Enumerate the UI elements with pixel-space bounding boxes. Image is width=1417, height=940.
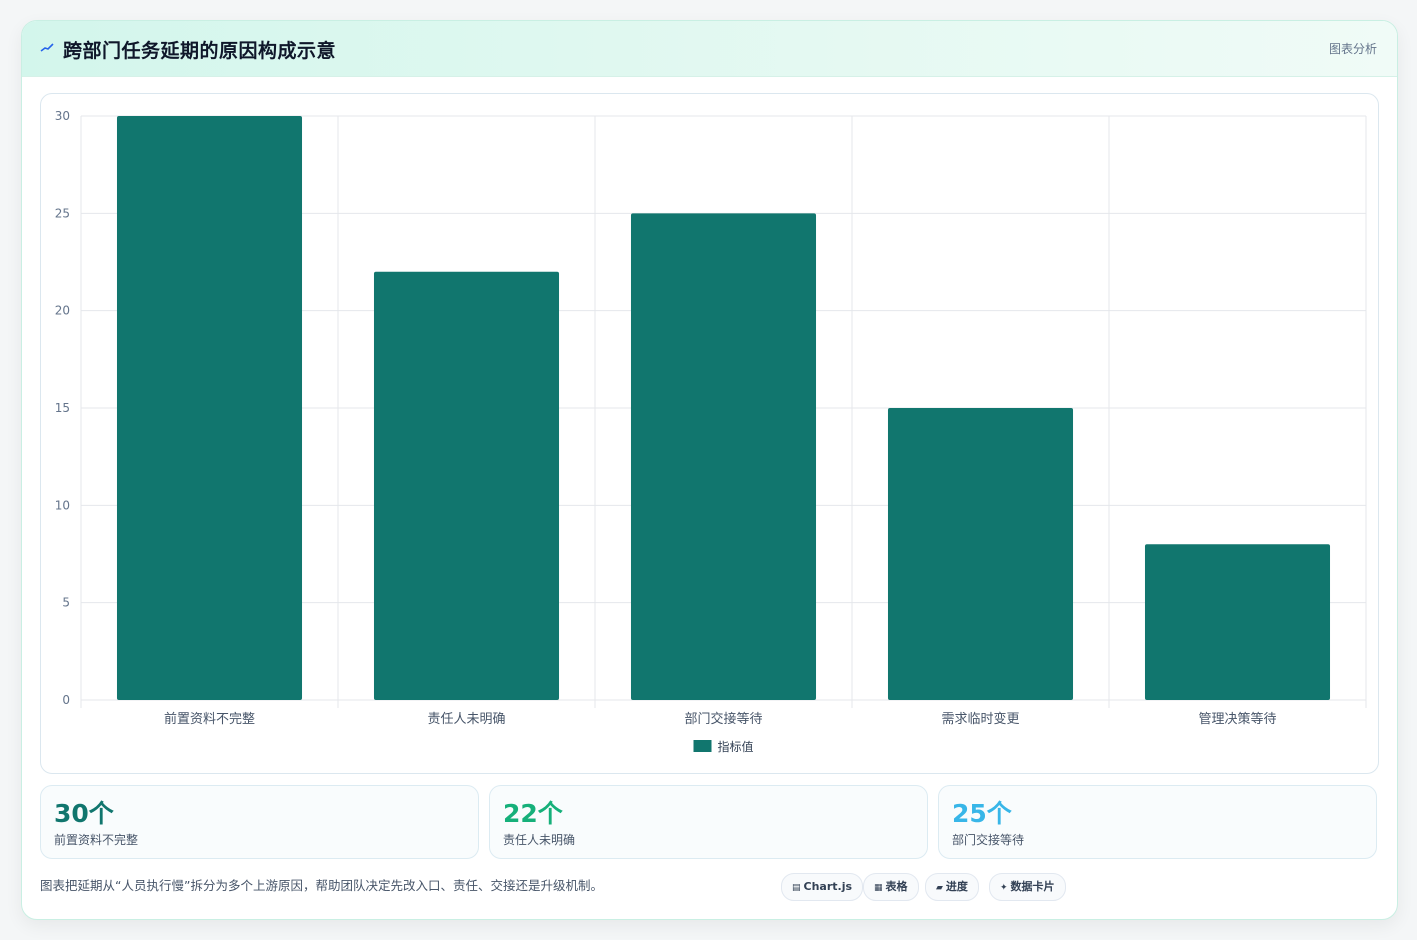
page-title: 跨部门任务延期的原因构成示意: [63, 40, 337, 62]
pill-table[interactable]: ▦ 表格: [863, 873, 919, 901]
chart-area: 0 5 10 15 20 25 30 前置资料不完整 责任人未明确 部门交接等待 需求临时变更 管理决…: [40, 93, 1379, 774]
chart-icon: ▤: [792, 883, 801, 893]
pill-label: 数据卡片: [1010, 880, 1055, 893]
bar: [887, 408, 1074, 700]
table-icon: ▦: [874, 883, 883, 893]
y-tick-label: 15: [55, 401, 70, 415]
x-tick-label: 管理决策等待: [1198, 711, 1276, 727]
chart-line-icon: [40, 43, 54, 52]
legend-label: 指标值: [718, 739, 754, 754]
y-tick-label: 10: [55, 498, 70, 512]
y-tick-label: 5: [62, 596, 70, 610]
x-tick-label: 需求临时变更: [941, 711, 1019, 727]
legend-swatch: [693, 740, 712, 752]
pill-progress[interactable]: ▰ 进度: [925, 873, 979, 901]
stat-label: 前置资料不完整: [54, 833, 139, 847]
chart-analysis-tag: 图表分析: [1328, 42, 1377, 56]
bar: [116, 116, 303, 700]
chart-card: 跨部门任务延期的原因构成示意 图表分析 0 5 10 15 20 25 30 前置资料不完整责…: [21, 20, 1398, 920]
pill-label: 表格: [885, 880, 908, 893]
pill-data-card[interactable]: ✦ 数据卡片: [989, 873, 1066, 901]
x-tick-label: 前置资料不完整: [164, 711, 255, 727]
stat-card-2: 22个 责任人未明确: [489, 785, 928, 859]
stat-value: 22个: [503, 799, 563, 828]
y-tick-label: 25: [55, 206, 70, 220]
sparkle-icon: ✦: [1000, 883, 1008, 893]
stat-label: 部门交接等待: [952, 833, 1025, 847]
stat-card-1: 30个 前置资料不完整: [40, 785, 479, 859]
progress-icon: ▰: [936, 883, 943, 893]
x-tick-label: 责任人未明确: [427, 712, 505, 727]
bar: [630, 213, 817, 700]
card-header: 跨部门任务延期的原因构成示意 图表分析: [22, 21, 1397, 77]
y-tick-label: 0: [62, 693, 70, 707]
pill-label: Chart.js: [803, 880, 853, 893]
stat-label: 责任人未明确: [503, 833, 576, 847]
y-tick-label: 30: [55, 109, 70, 123]
stat-value: 25个: [952, 799, 1012, 828]
x-tick-label: 部门交接等待: [684, 711, 762, 727]
bar: [373, 271, 560, 700]
stat-value: 30个: [54, 799, 114, 828]
stat-card-3: 25个 部门交接等待: [938, 785, 1377, 859]
y-tick-label: 20: [55, 304, 70, 318]
bar-chart: 0 5 10 15 20 25 30 前置资料不完整 责任人未明确 部门交接等待 需求临时变更 管理决…: [55, 109, 1367, 754]
pill-label: 进度: [945, 880, 968, 893]
bar: [1144, 544, 1331, 700]
chart-description: 图表把延期从“人员执行慢”拆分为多个上游原因，帮助团队决定先改入口、责任、交接还…: [40, 878, 603, 893]
pill-chartjs[interactable]: ▤ Chart.js: [781, 873, 864, 901]
